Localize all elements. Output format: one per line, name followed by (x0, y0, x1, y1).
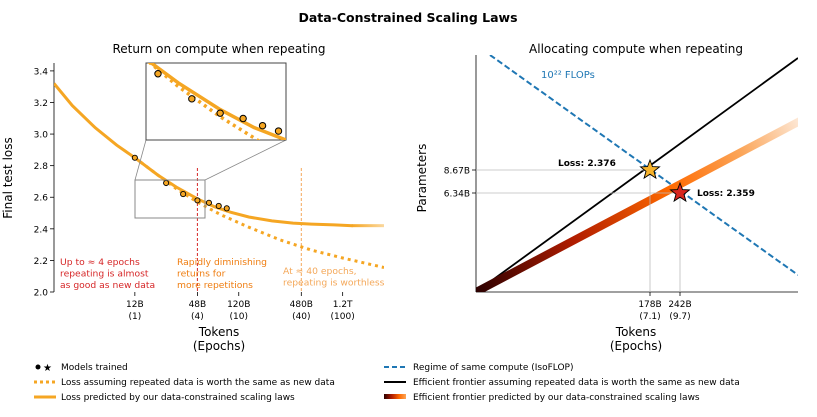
left-vertical-lines (196, 168, 302, 292)
figure-title: Data-Constrained Scaling Laws (298, 10, 517, 25)
y-tick-label: 6.34B (444, 190, 470, 200)
annotation-text: as good as new data (60, 280, 155, 291)
model-point (223, 205, 230, 212)
isoflop-label: 10²² FLOPs (541, 70, 595, 81)
left-x-axis: 12B (1) 48B (4) 120B (10) 480B (40) 1.2T (100) (126, 292, 355, 322)
left-model-points (131, 154, 230, 212)
legend-label: Models trained (61, 363, 128, 373)
annotation-text: Up to ≈ 4 epochs (60, 257, 140, 268)
right-x-label: Tokens (615, 325, 656, 339)
right-y-label: Parameters (415, 144, 429, 213)
model-point (205, 199, 213, 206)
x-tick-epochs: (100) (331, 312, 355, 322)
x-tick-label: 178B (638, 300, 661, 310)
left-y-label: Final test loss (1, 137, 15, 219)
x-tick-epochs: (40) (292, 312, 310, 322)
annotation-text: Rapidly diminishing (177, 257, 267, 268)
legend-label: Regime of same compute (IsoFLOP) (413, 363, 574, 373)
zoom-connector (134, 139, 147, 181)
legend-label: Loss assuming repeated data is worth the… (61, 378, 335, 388)
y-tick-label: 2.6 (34, 194, 49, 204)
predicted-loss-line (54, 82, 353, 228)
inset-model-point (216, 109, 224, 117)
loss-label-naive: Loss: 2.376 (558, 159, 616, 169)
inset-model-point (239, 114, 247, 123)
model-point (131, 154, 138, 161)
left-chart-title: Return on compute when repeating (112, 42, 325, 56)
predicted-loss-tail (351, 224, 384, 228)
x-tick-label: 480B (290, 300, 313, 310)
inset-model-point (188, 95, 196, 103)
annotation-text: repeating is worthless (283, 278, 385, 289)
annotation-text: returns for (177, 269, 226, 280)
inset-predicted-line (148, 63, 286, 140)
left-chart: Return on compute when repeating 2.02.22… (1, 42, 385, 353)
left-x-label: Tokens (198, 325, 239, 339)
right-x-label-epochs: (Epochs) (610, 339, 662, 353)
right-plot-area: 178B (7.1) 242B (9.7) 8.67B 6.34B 10²² FLOPs Lo… (444, 55, 798, 322)
naive-frontier-line (476, 57, 798, 292)
zoom-region (134, 139, 287, 219)
x-tick-epochs: (4) (191, 312, 204, 322)
model-point (163, 179, 170, 187)
repeated-equals-new-line (133, 156, 384, 269)
inset-model-point (154, 70, 162, 78)
inset-series (147, 63, 286, 140)
model-point (194, 197, 201, 204)
inset-zoom (145, 62, 287, 141)
left-x-label-epochs: (Epochs) (193, 339, 245, 353)
y-tick-label: 3.0 (34, 131, 49, 141)
left-y-axis: 2.0 2.2 2.4 2.6 2.8 3.0 3.2 3.4 (34, 63, 55, 299)
model-point (180, 191, 187, 198)
x-tick-epochs: (9.7) (669, 312, 690, 322)
annotation-text: At ≈ 40 epochs, (283, 266, 357, 277)
legend-dot-icon (35, 364, 41, 370)
y-tick-label: 2.0 (34, 289, 49, 299)
left-series (54, 82, 384, 269)
x-tick-label: 242B (668, 300, 691, 310)
star-constrained-optimum (669, 181, 691, 203)
legend-label: Efficient frontier assuming repeated dat… (413, 378, 740, 388)
constrained-frontier-line (476, 117, 798, 292)
x-tick-label: 48B (189, 300, 207, 310)
legend-label: Efficient frontier predicted by our data… (413, 393, 700, 403)
x-tick-epochs: (10) (230, 312, 248, 322)
zoom-box (134, 179, 206, 219)
isoflop-line (489, 55, 798, 276)
right-chart-title: Allocating compute when repeating (529, 42, 743, 56)
loss-label-constrained: Loss: 2.359 (697, 189, 755, 199)
y-tick-label: 2.8 (34, 162, 49, 172)
legend-star-icon: ★ (43, 363, 52, 374)
zoom-connector (204, 139, 287, 181)
inset-model-point (274, 127, 283, 135)
y-tick-label: 8.67B (444, 167, 470, 177)
y-tick-label: 3.2 (34, 99, 48, 109)
inset-model-point (258, 121, 267, 130)
star-naive-optimum (639, 158, 661, 180)
y-tick-label: 3.4 (34, 67, 49, 77)
y-tick-label: 2.2 (34, 257, 48, 267)
x-tick-label: 1.2T (333, 300, 353, 310)
right-chart: Allocating compute when repeating 178B (7… (415, 42, 798, 353)
legend-gradient-swatch (384, 394, 406, 399)
annotation-text: repeating is almost (60, 269, 149, 280)
legend: ★ Models trained Loss assuming repeated da… (34, 363, 740, 403)
model-point (215, 202, 222, 209)
y-tick-label: 2.4 (34, 225, 49, 235)
x-tick-epochs: (7.1) (639, 312, 660, 322)
x-tick-epochs: (1) (128, 312, 141, 322)
x-tick-label: 12B (126, 300, 144, 310)
right-lines (476, 55, 798, 292)
x-tick-label: 120B (227, 300, 250, 310)
legend-label: Loss predicted by our data-constrained s… (61, 393, 295, 403)
annotation-text: more repetitions (177, 280, 253, 291)
